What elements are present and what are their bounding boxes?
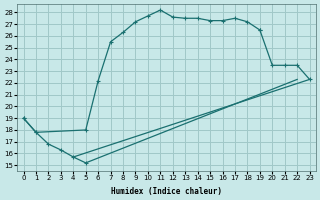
X-axis label: Humidex (Indice chaleur): Humidex (Indice chaleur) [111,187,222,196]
